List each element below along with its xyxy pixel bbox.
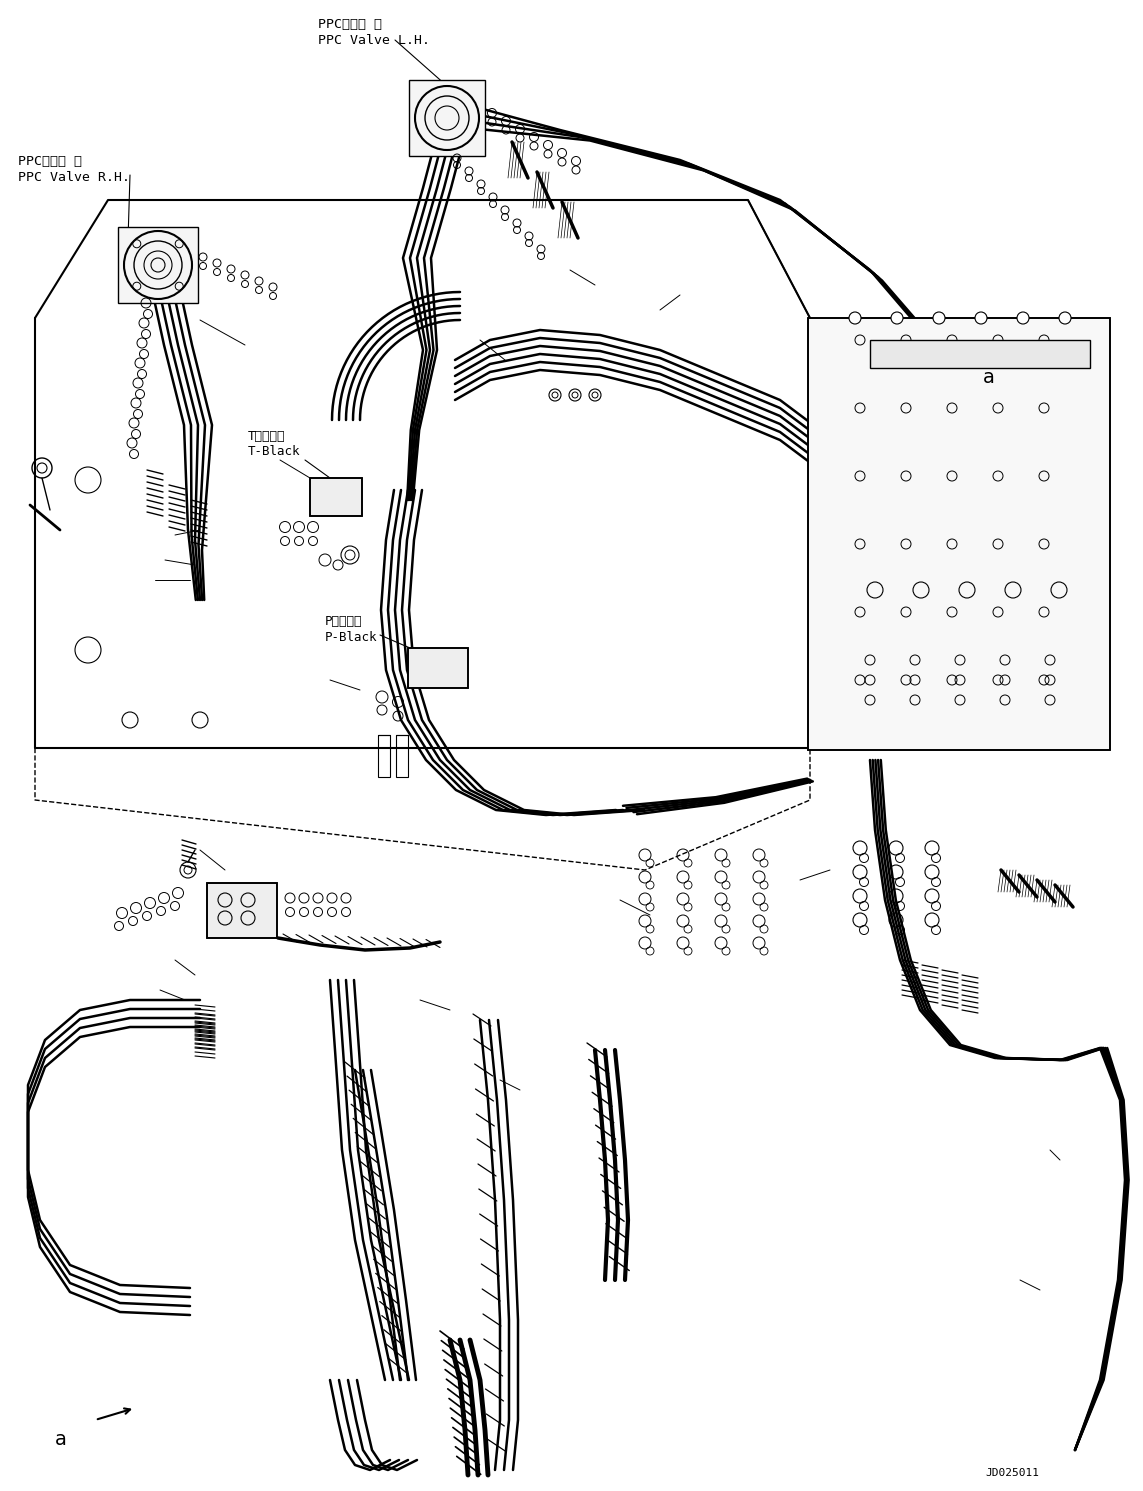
Bar (118, 227, 198, 303)
Text: a: a (55, 1430, 67, 1449)
Bar (408, 649, 467, 687)
Text: PPC Valve R.H.: PPC Valve R.H. (18, 171, 130, 183)
Text: Tブロック: Tブロック (248, 429, 286, 443)
Circle shape (933, 312, 945, 324)
Text: JD025011: JD025011 (985, 1469, 1039, 1478)
Circle shape (1060, 312, 1071, 324)
Bar (378, 735, 390, 777)
Bar (395, 735, 408, 777)
Text: PPCバルブ 右: PPCバルブ 右 (18, 155, 82, 168)
Text: PPCバルブ 左: PPCバルブ 左 (318, 18, 382, 31)
Bar (409, 81, 485, 157)
Bar (808, 318, 1110, 750)
Text: Pブロック: Pブロック (325, 614, 362, 628)
Circle shape (1017, 312, 1029, 324)
Circle shape (975, 312, 988, 324)
Bar (207, 883, 277, 938)
Bar (408, 649, 467, 687)
Bar (207, 883, 277, 938)
Bar (808, 318, 1110, 750)
Text: PPC Valve L.H.: PPC Valve L.H. (318, 34, 430, 48)
Circle shape (892, 312, 903, 324)
Bar (310, 479, 362, 516)
Text: P-Black: P-Black (325, 631, 377, 644)
Text: a: a (983, 368, 994, 388)
Bar (310, 479, 362, 516)
Text: T-Black: T-Black (248, 444, 301, 458)
Circle shape (849, 312, 861, 324)
Bar (870, 340, 1090, 368)
